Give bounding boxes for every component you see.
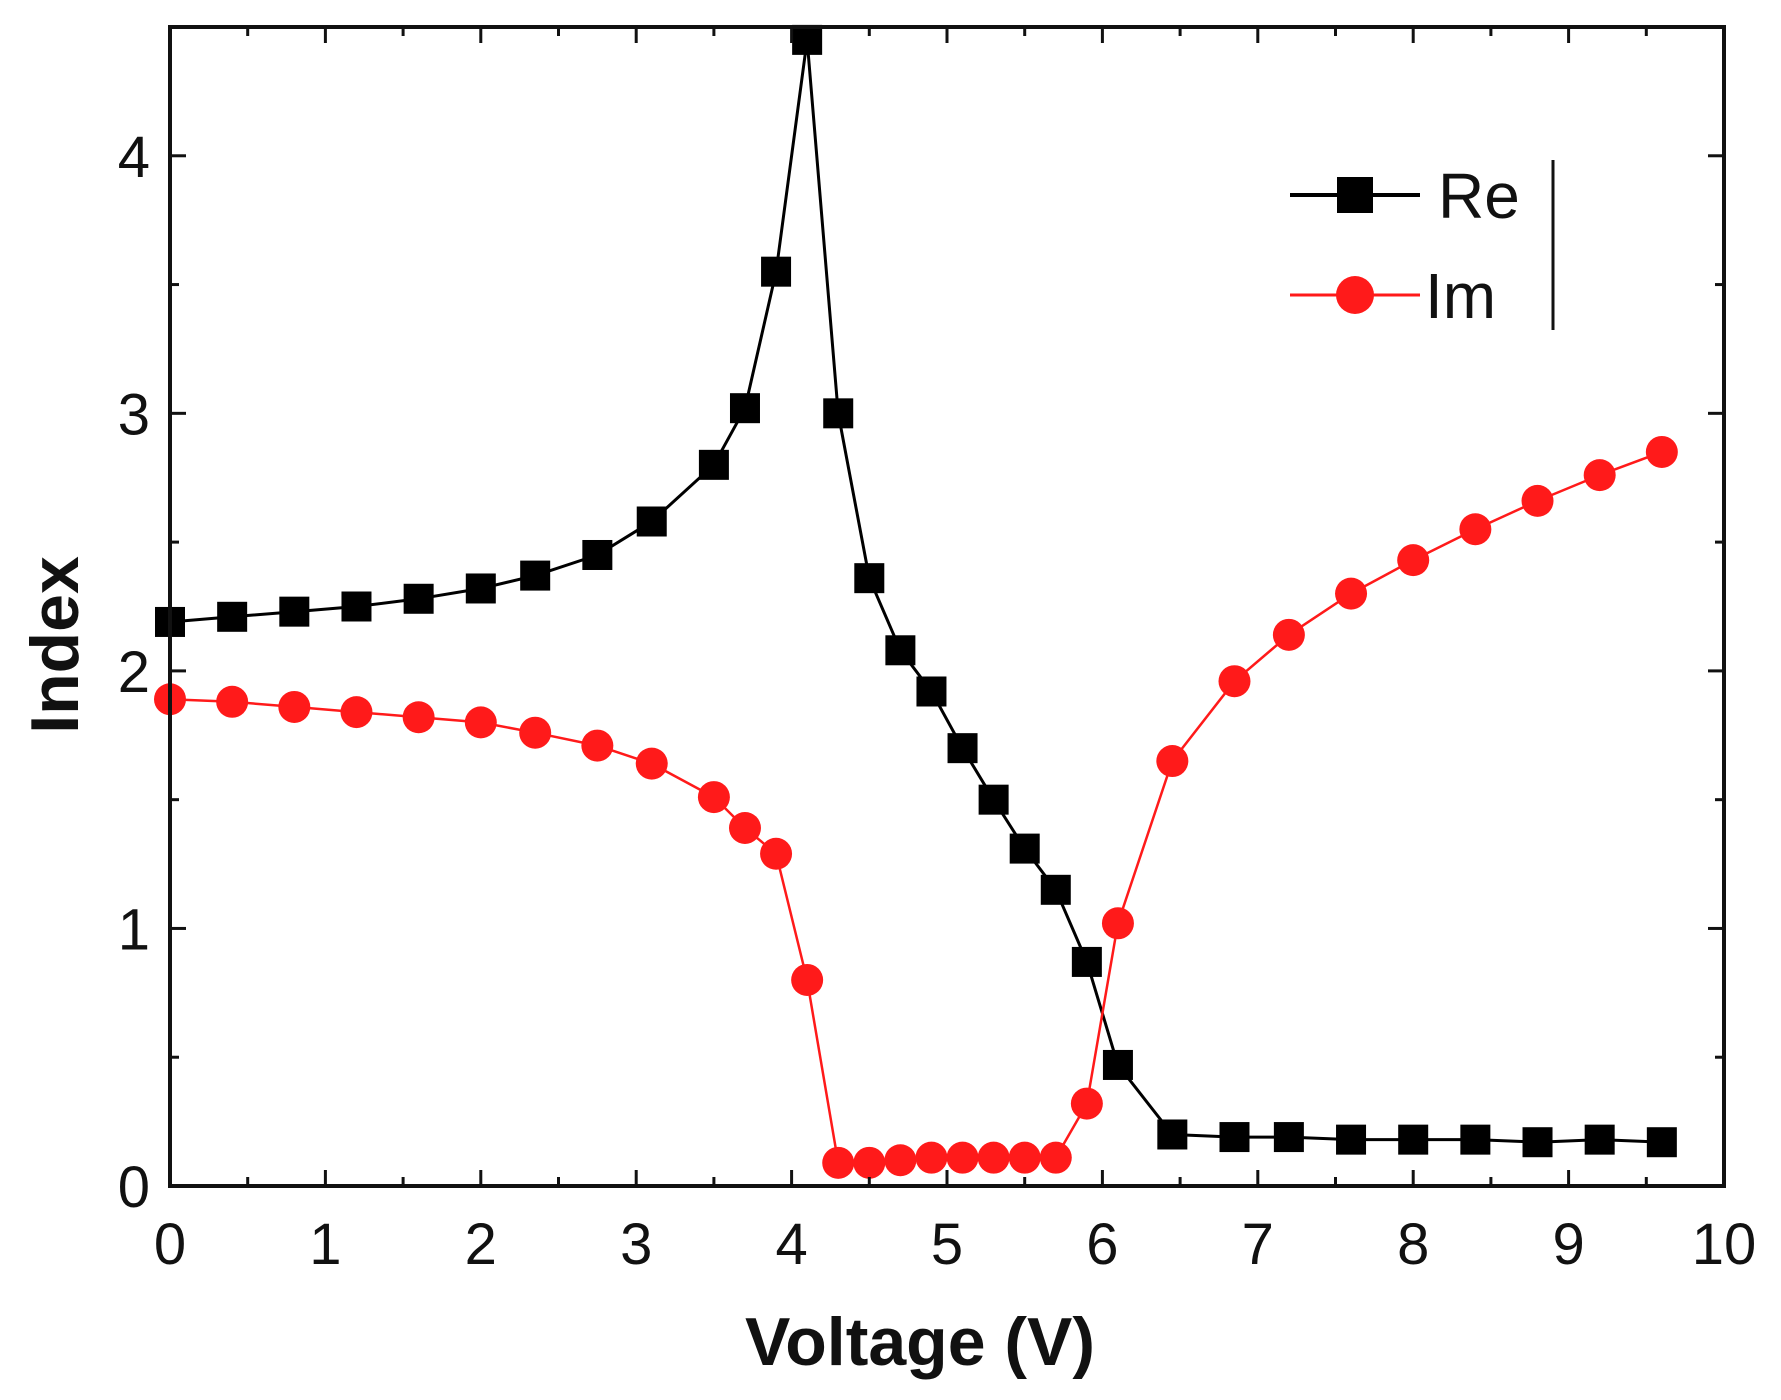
data-point-im [402, 701, 435, 734]
data-point-re [854, 563, 885, 594]
data-point-re [341, 591, 372, 622]
data-point-re [978, 784, 1009, 815]
data-point-im [853, 1146, 886, 1179]
data-point-im [1272, 618, 1305, 651]
y-axis-title: Index [17, 556, 93, 734]
x-tick-label: 6 [1086, 1212, 1118, 1277]
data-point-re [1522, 1127, 1553, 1158]
data-point-re [1102, 1049, 1133, 1080]
data-point-im [1156, 745, 1189, 778]
data-point-im [884, 1144, 917, 1177]
data-point-im [1583, 459, 1616, 492]
data-point-im [822, 1146, 855, 1179]
x-tick-label: 5 [931, 1212, 963, 1277]
data-point-im [519, 716, 552, 749]
data-point-im [1335, 577, 1368, 610]
x-tick-label: 4 [775, 1212, 807, 1277]
data-point-re [279, 596, 310, 627]
data-point-im [635, 747, 668, 780]
data-point-im [340, 696, 373, 729]
data-point-im [1645, 435, 1678, 468]
data-point-im [1218, 665, 1251, 698]
x-tick-label: 0 [154, 1212, 186, 1277]
data-point-im [216, 685, 249, 718]
legend-re-label: Re [1438, 160, 1520, 232]
series-re [155, 24, 1677, 1158]
data-point-re [520, 560, 551, 591]
data-point-im [581, 729, 614, 762]
data-point-re [1040, 874, 1071, 905]
data-point-re [1219, 1122, 1250, 1153]
data-point-im [1459, 513, 1492, 546]
data-point-im [760, 837, 793, 870]
x-axis-title: Voltage (V) [745, 1304, 1095, 1380]
data-point-im [1008, 1141, 1041, 1174]
data-point-re [403, 583, 434, 614]
data-point-im [1039, 1141, 1072, 1174]
data-point-im [1397, 544, 1430, 577]
legend-im-label: Im [1425, 260, 1496, 332]
data-point-re [217, 601, 248, 632]
data-point-re [885, 635, 916, 666]
data-point-re [1398, 1124, 1429, 1155]
y-tick-label: 4 [118, 125, 150, 190]
ticks-layer [168, 25, 1726, 1188]
data-point-im [977, 1141, 1010, 1174]
data-point-im [1101, 907, 1134, 940]
data-point-re [1071, 946, 1102, 977]
data-point-im [915, 1141, 948, 1174]
data-point-im [278, 690, 311, 723]
data-point-re [1584, 1124, 1615, 1155]
data-point-re [636, 506, 667, 537]
x-tick-label: 7 [1242, 1212, 1274, 1277]
data-point-im [1521, 484, 1554, 517]
legend: Re Im [1290, 160, 1555, 332]
data-point-im [464, 706, 497, 739]
x-tick-label: 9 [1552, 1212, 1584, 1277]
data-point-re [916, 676, 947, 707]
data-point-im [697, 781, 730, 814]
series-im [154, 435, 1678, 1179]
legend-re-marker [1337, 177, 1373, 213]
data-point-re [729, 393, 760, 424]
data-point-re [698, 449, 729, 480]
data-point-re [1336, 1124, 1367, 1155]
labels-layer: 0 1 2 3 4 5 6 7 8 9 10 0 1 2 3 4 [118, 125, 1757, 1277]
x-tick-label: 3 [620, 1212, 652, 1277]
data-point-im [791, 963, 824, 996]
x-tick-label: 8 [1397, 1212, 1429, 1277]
x-tick-label: 2 [465, 1212, 497, 1277]
data-point-re [761, 256, 792, 287]
data-point-im [1070, 1087, 1103, 1120]
data-point-re [823, 398, 854, 429]
x-tick-label: 10 [1692, 1212, 1757, 1277]
data-point-im [728, 811, 761, 844]
legend-im-marker [1336, 276, 1374, 314]
data-point-im [946, 1141, 979, 1174]
data-point-re [947, 733, 978, 764]
data-point-re [1009, 833, 1040, 864]
x-tick-label: 1 [309, 1212, 341, 1277]
data-point-re [1157, 1119, 1188, 1150]
y-tick-label: 2 [118, 640, 150, 705]
data-point-re [465, 573, 496, 604]
data-point-re [1273, 1122, 1304, 1153]
series-layer [154, 24, 1678, 1179]
data-point-re [792, 24, 823, 55]
data-point-re [1646, 1127, 1677, 1158]
data-point-re [582, 539, 613, 570]
data-point-re [1460, 1124, 1491, 1155]
y-tick-label: 3 [118, 382, 150, 447]
y-tick-label: 1 [118, 897, 150, 962]
y-tick-label: 0 [118, 1155, 150, 1220]
